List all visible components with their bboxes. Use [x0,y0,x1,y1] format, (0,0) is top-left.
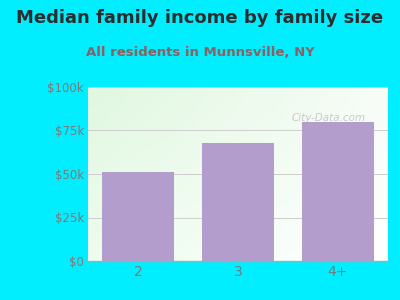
Bar [202,143,274,261]
Text: City-Data.com: City-Data.com [292,113,366,123]
Text: Median family income by family size: Median family income by family size [16,9,384,27]
Bar [302,122,374,261]
Bar [102,172,174,261]
Text: All residents in Munnsville, NY: All residents in Munnsville, NY [86,46,314,59]
